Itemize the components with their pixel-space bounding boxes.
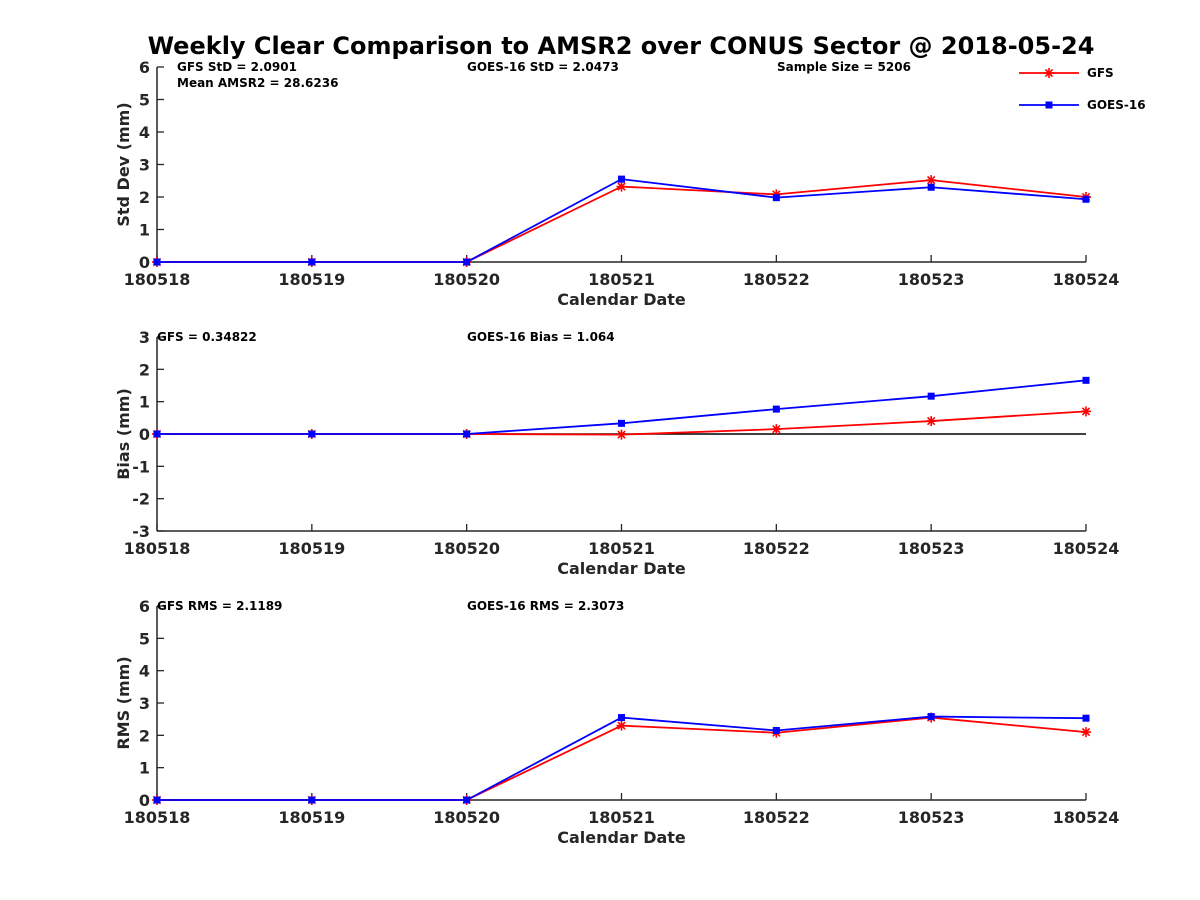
x-tick-label: 180518 (124, 808, 191, 827)
y-tick-label: 5 (139, 91, 150, 110)
x-tick-label: 180523 (898, 539, 965, 558)
y-tick-label: 1 (139, 221, 150, 240)
stat-annotation: GOES-16 StD = 2.0473 (467, 60, 619, 74)
y-tick-label: 6 (139, 597, 150, 616)
y-axis-label: Bias (mm) (114, 388, 133, 480)
x-tick-label: 180520 (433, 539, 500, 558)
x-tick-label: 180521 (588, 270, 655, 289)
square-marker (308, 430, 316, 438)
x-axis-label: Calendar Date (557, 290, 686, 309)
asterisk-marker (926, 416, 937, 427)
y-tick-label: -1 (132, 457, 150, 476)
stat-annotation: Mean AMSR2 = 28.6236 (177, 76, 338, 90)
square-marker (1082, 195, 1090, 203)
x-tick-label: 180522 (743, 539, 810, 558)
asterisk-marker (926, 175, 937, 186)
x-tick-label: 180524 (1053, 808, 1120, 827)
y-tick-label: 2 (139, 188, 150, 207)
y-tick-label: 4 (139, 662, 150, 681)
y-axis-label: RMS (mm) (114, 656, 133, 749)
stat-annotation: Sample Size = 5206 (777, 60, 911, 74)
stat-annotation: GFS StD = 2.0901 (177, 60, 297, 74)
x-tick-label: 180522 (743, 808, 810, 827)
square-marker (618, 419, 625, 427)
x-axis-label: Calendar Date (557, 828, 686, 847)
square-marker (772, 194, 780, 202)
x-tick-label: 180519 (278, 539, 345, 558)
y-tick-label: 1 (139, 393, 150, 412)
y-tick-label: 3 (139, 156, 150, 175)
square-marker (772, 726, 780, 734)
stat-annotation: GOES-16 RMS = 2.3073 (467, 599, 624, 613)
y-tick-label: 0 (139, 425, 150, 444)
square-marker (1082, 714, 1090, 722)
x-tick-label: 180518 (124, 270, 191, 289)
y-tick-label: -3 (132, 522, 150, 541)
stat-annotation: GFS RMS = 2.1189 (157, 599, 282, 613)
square-marker (463, 430, 471, 438)
y-tick-label: 2 (139, 360, 150, 379)
y-tick-label: 4 (139, 123, 150, 142)
x-tick-label: 180520 (433, 808, 500, 827)
asterisk-marker (616, 720, 627, 731)
x-tick-label: 180521 (588, 539, 655, 558)
asterisk-marker (616, 181, 627, 192)
y-tick-label: 2 (139, 726, 150, 745)
series-line-gfs (157, 179, 1087, 263)
x-tick-label: 180519 (278, 270, 345, 289)
legend-label: GOES-16 (1087, 98, 1146, 112)
y-tick-label: 1 (139, 759, 150, 778)
y-tick-label: 0 (139, 791, 150, 810)
y-tick-label: -2 (132, 490, 150, 509)
y-tick-label: 0 (139, 253, 150, 272)
y-tick-label: 6 (139, 58, 150, 77)
x-tick-label: 180520 (433, 270, 500, 289)
square-marker (618, 714, 625, 722)
stat-annotation: GFS = 0.34822 (157, 330, 257, 344)
square-marker (153, 430, 161, 438)
square-marker (463, 258, 471, 266)
y-tick-label: 3 (139, 694, 150, 713)
panel-bias: -3 -2 -1 0 1 2 3 180518 180519 180520 180521 180522… (114, 328, 1119, 578)
square-marker (153, 258, 161, 266)
asterisk-marker (771, 424, 782, 435)
legend: GFS GOES-16 (1019, 66, 1146, 112)
asterisk-marker (1081, 727, 1091, 738)
asterisk-marker (1044, 68, 1054, 78)
asterisk-marker (616, 429, 627, 440)
x-tick-label: 180523 (898, 270, 965, 289)
stat-annotation: GOES-16 Bias = 1.064 (467, 330, 615, 344)
asterisk-marker (1081, 406, 1091, 417)
square-marker (308, 258, 316, 266)
panels: 0 1 2 3 4 5 6 180518 180519 180520 180521 180522 180… (114, 58, 1146, 847)
x-axis-label: Calendar Date (557, 559, 686, 578)
square-marker (1082, 376, 1090, 384)
square-marker (927, 183, 935, 191)
square-marker (308, 796, 316, 804)
x-tick-label: 180522 (743, 270, 810, 289)
panel-std: 0 1 2 3 4 5 6 180518 180519 180520 180521 180522 180… (114, 58, 1146, 309)
square-marker (618, 175, 625, 183)
x-tick-label: 180524 (1053, 270, 1120, 289)
square-marker (772, 405, 780, 413)
x-tick-label: 180523 (898, 808, 965, 827)
y-tick-label: 5 (139, 629, 150, 648)
y-axis-label: Std Dev (mm) (114, 102, 133, 226)
square-marker (463, 796, 471, 804)
x-tick-label: 180521 (588, 808, 655, 827)
square-marker (927, 713, 935, 721)
y-tick-label: 3 (139, 328, 150, 347)
square-marker (927, 392, 935, 400)
x-tick-label: 180524 (1053, 539, 1120, 558)
legend-label: GFS (1087, 66, 1114, 80)
square-marker (1045, 101, 1053, 109)
x-tick-label: 180518 (124, 539, 191, 558)
chart-title: Weekly Clear Comparison to AMSR2 over CO… (148, 32, 1095, 60)
x-tick-label: 180519 (278, 808, 345, 827)
square-marker (153, 796, 161, 804)
panel-rms: 0 1 2 3 4 5 6 180518 180519 180520 180521 180522 180… (114, 597, 1119, 847)
